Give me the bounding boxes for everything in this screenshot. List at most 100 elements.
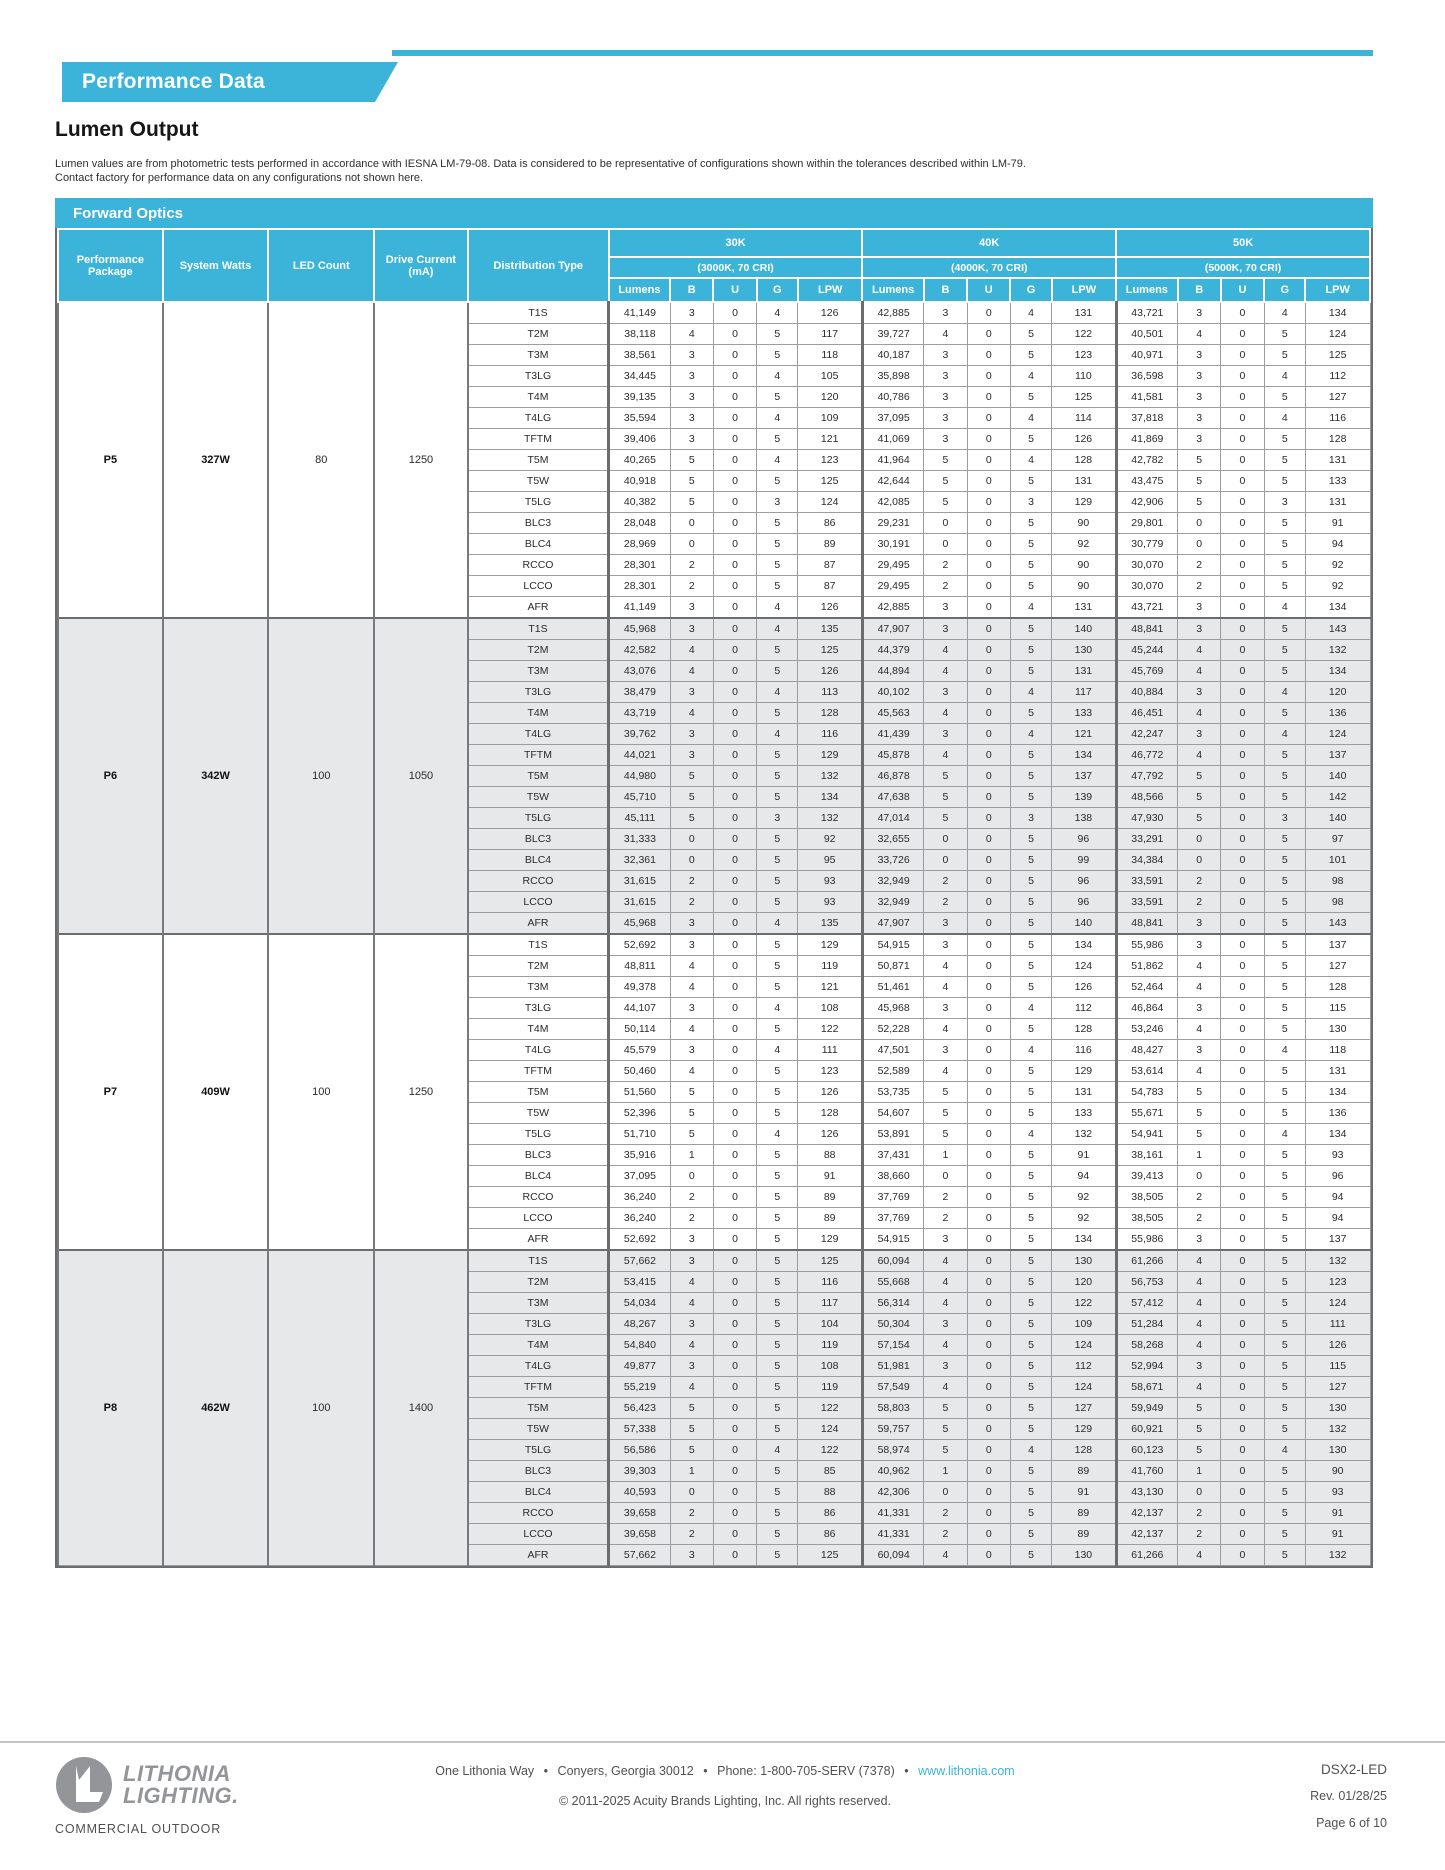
value-cell: 4 [1177, 1334, 1222, 1356]
value-cell: 0 [1177, 849, 1222, 871]
value-cell: 53,735 [860, 1081, 925, 1103]
value-cell: 131 [1051, 1081, 1117, 1103]
value-cell: 3 [669, 386, 714, 408]
footer-contact: One Lithonia Way • Conyers, Georgia 3001… [300, 1763, 1150, 1809]
value-cell: 89 [1051, 1460, 1117, 1482]
value-cell: 0 [966, 449, 1011, 471]
value-cell: 4 [669, 1271, 714, 1293]
value-cell: 0 [966, 1292, 1011, 1314]
value-cell: 35,916 [608, 1144, 671, 1166]
value-cell: 0 [966, 1502, 1011, 1524]
value-cell: 0 [712, 639, 758, 661]
value-cell: 131 [1304, 449, 1371, 471]
distribution-type-cell: RCCO [467, 554, 611, 576]
value-cell: 5 [1263, 744, 1306, 766]
value-cell: 0 [712, 1523, 758, 1545]
distribution-type-cell: T1S [467, 1249, 611, 1272]
distribution-type-cell: T5M [467, 765, 611, 787]
value-cell: 0 [712, 1439, 758, 1461]
lithonia-logo: LITHONIA LIGHTING. [55, 1756, 239, 1814]
value-cell: 0 [966, 1060, 1011, 1082]
value-cell: 86 [797, 1523, 863, 1545]
value-cell: 5 [1263, 849, 1306, 871]
value-cell: 124 [797, 1418, 863, 1440]
value-cell: 0 [712, 617, 758, 640]
website-link[interactable]: www.lithonia.com [918, 1764, 1015, 1778]
value-cell: 32,655 [860, 828, 925, 850]
value-cell: 125 [797, 1544, 863, 1566]
value-cell: 90 [1051, 554, 1117, 576]
value-cell: 40,918 [608, 470, 671, 492]
led-count-cell: 100 [267, 933, 376, 1251]
value-cell: 0 [669, 849, 714, 871]
value-cell: 140 [1051, 912, 1117, 935]
value-cell: 29,495 [860, 554, 925, 576]
value-cell: 120 [1304, 681, 1371, 703]
value-cell: 4 [1263, 681, 1306, 703]
value-cell: 126 [797, 1081, 863, 1103]
value-cell: 3 [923, 1039, 968, 1061]
value-cell: 4 [1263, 1123, 1306, 1145]
value-cell: 41,069 [860, 428, 925, 450]
value-cell: 0 [1220, 955, 1265, 977]
value-cell: 5 [756, 1334, 799, 1356]
value-cell: 0 [1177, 533, 1222, 555]
value-cell: 5 [1263, 1376, 1306, 1398]
value-cell: 4 [669, 1292, 714, 1314]
value-cell: 5 [1263, 1186, 1306, 1208]
value-cell: 0 [966, 1418, 1011, 1440]
table-row: TFTM 39,406 3 0 5 121 41,069 3 0 5 126 41,869 3 0 5 128 [58, 428, 1371, 450]
value-cell: 119 [797, 1376, 863, 1398]
value-cell: 5 [756, 1081, 799, 1103]
value-cell: 132 [1304, 1249, 1371, 1272]
value-cell: 33,726 [860, 849, 925, 871]
value-cell: 5 [1263, 1313, 1306, 1335]
distribution-type-cell: T1S [467, 933, 611, 956]
table-row: LCCO 31,615 2 0 5 93 32,949 2 0 5 96 33,591 2 0 5 98 [58, 891, 1371, 913]
distribution-type-cell: T2M [467, 1271, 611, 1293]
value-cell: 108 [797, 1355, 863, 1377]
value-cell: 5 [1009, 1481, 1053, 1503]
value-cell: 5 [923, 765, 968, 787]
value-cell: 54,915 [860, 933, 925, 956]
value-cell: 0 [712, 1481, 758, 1503]
led-count-cell: 100 [267, 1249, 376, 1566]
value-cell: 5 [1263, 1249, 1306, 1272]
table-row: LCCO 28,301 2 0 5 87 29,495 2 0 5 90 30,070 2 0 5 92 [58, 575, 1371, 597]
distribution-type-cell: BLC3 [467, 1460, 611, 1482]
value-cell: 3 [669, 1544, 714, 1566]
value-cell: 143 [1304, 617, 1371, 640]
value-cell: 5 [1263, 1081, 1306, 1103]
value-cell: 5 [669, 1081, 714, 1103]
value-cell: 88 [797, 1144, 863, 1166]
value-cell: 3 [923, 1355, 968, 1377]
value-cell: 40,786 [860, 386, 925, 408]
value-cell: 43,721 [1114, 596, 1179, 619]
value-cell: 93 [1304, 1481, 1371, 1503]
distribution-type-cell: TFTM [467, 1060, 611, 1082]
value-cell: 29,495 [860, 575, 925, 597]
value-cell: 0 [1220, 765, 1265, 787]
value-cell: 4 [756, 407, 799, 429]
value-cell: 3 [1177, 301, 1222, 324]
value-cell: 3 [923, 617, 968, 640]
value-cell: 51,461 [860, 976, 925, 998]
value-cell: 39,303 [608, 1460, 671, 1482]
value-cell: 42,582 [608, 639, 671, 661]
value-cell: 46,864 [1114, 997, 1179, 1019]
value-cell: 5 [1263, 1481, 1306, 1503]
value-cell: 3 [923, 912, 968, 935]
value-cell: 43,475 [1114, 470, 1179, 492]
distribution-type-cell: AFR [467, 596, 611, 619]
value-cell: 0 [923, 512, 968, 534]
distribution-type-cell: BLC3 [467, 828, 611, 850]
value-cell: 0 [966, 575, 1011, 597]
value-cell: 140 [1304, 765, 1371, 787]
value-cell: 5 [1263, 1271, 1306, 1293]
value-cell: 0 [966, 1102, 1011, 1124]
value-cell: 51,284 [1114, 1313, 1179, 1335]
table-row: T2M 38,118 4 0 5 117 39,727 4 0 5 122 40,501 4 0 5 124 [58, 323, 1371, 345]
package-cell: P5 [57, 301, 164, 619]
value-cell: 1 [1177, 1144, 1222, 1166]
value-cell: 32,949 [860, 870, 925, 892]
